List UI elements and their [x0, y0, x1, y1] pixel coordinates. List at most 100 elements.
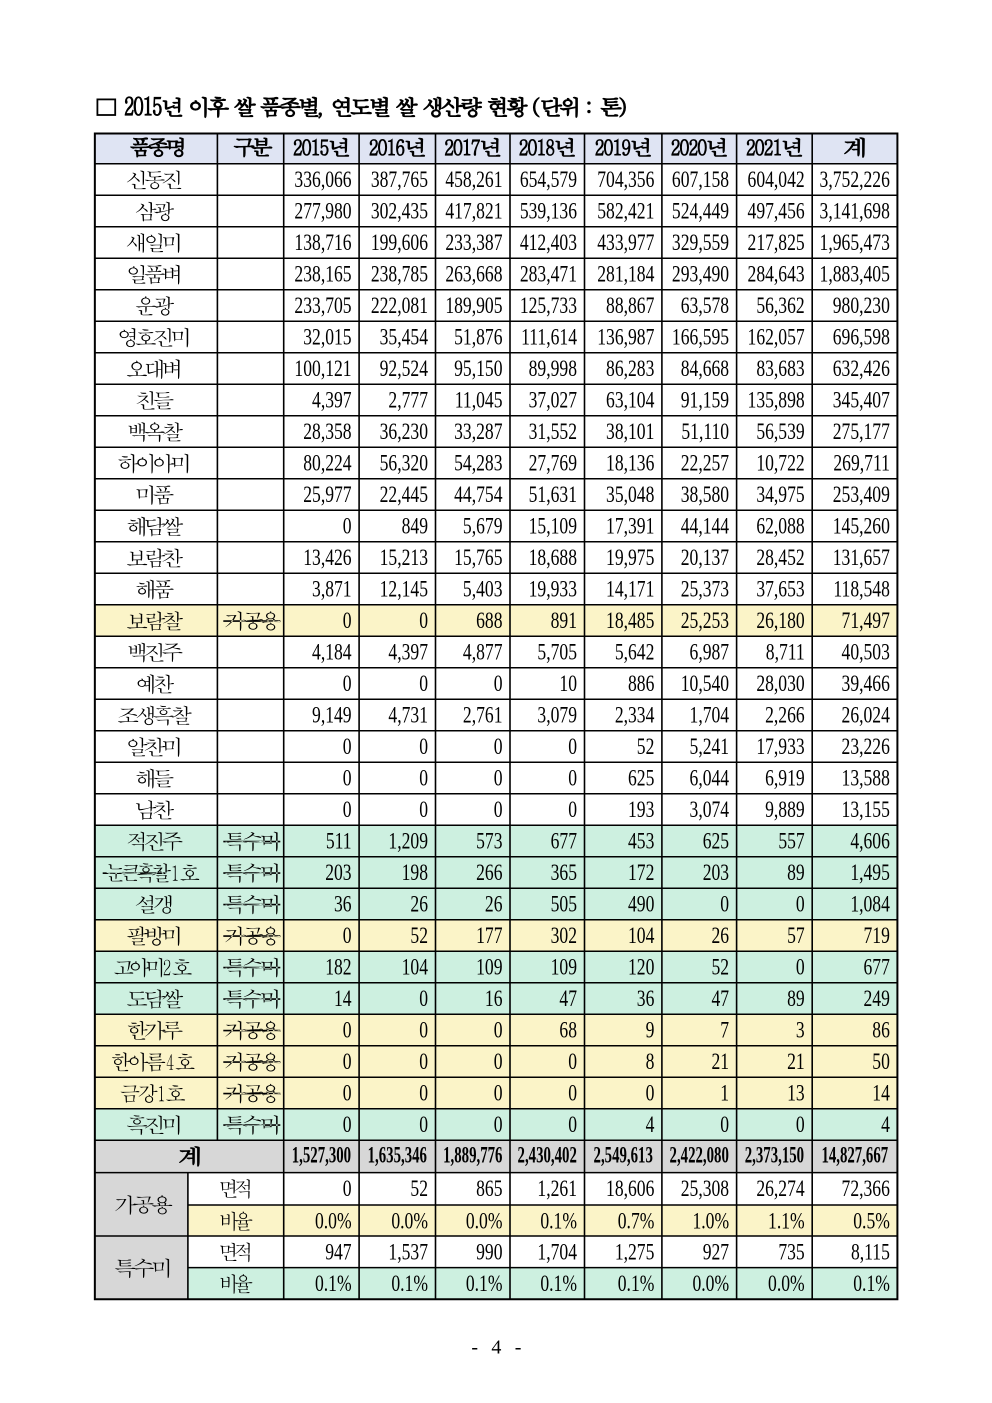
svg-text:8,711: 8,711 [766, 641, 805, 666]
svg-text:0: 0 [419, 735, 428, 760]
svg-text:0.1%: 0.1% [466, 1272, 503, 1297]
svg-text:582,421: 582,421 [597, 200, 654, 225]
svg-text:3,074: 3,074 [690, 798, 730, 823]
svg-text:2,777: 2,777 [388, 389, 428, 414]
svg-text:0.0%: 0.0% [466, 1209, 503, 1234]
svg-text:0: 0 [343, 609, 352, 634]
svg-text:417,821: 417,821 [445, 200, 502, 225]
svg-text:269,711: 269,711 [833, 452, 890, 477]
svg-text:253,409: 253,409 [833, 483, 890, 508]
svg-text:6,919: 6,919 [765, 767, 805, 792]
svg-text:52: 52 [410, 924, 428, 949]
svg-text:0: 0 [568, 767, 577, 792]
svg-text:16: 16 [485, 987, 503, 1012]
svg-text:0.1%: 0.1% [391, 1272, 428, 1297]
svg-text:573: 573 [476, 830, 502, 855]
svg-text:182: 182 [325, 956, 351, 981]
svg-text:52: 52 [712, 956, 730, 981]
svg-text:6,987: 6,987 [690, 641, 730, 666]
svg-text:886: 886 [628, 672, 654, 697]
svg-text:34,975: 34,975 [756, 483, 804, 508]
svg-text:4: 4 [881, 1113, 890, 1138]
svg-text:51,631: 51,631 [529, 483, 577, 508]
svg-text:1,889,776: 1,889,776 [443, 1143, 503, 1168]
svg-text:0: 0 [419, 672, 428, 697]
svg-text:433,977: 433,977 [597, 231, 654, 256]
svg-text:25,253: 25,253 [681, 609, 729, 634]
svg-text:0: 0 [796, 956, 805, 981]
svg-text:26: 26 [410, 893, 428, 918]
svg-text:735: 735 [778, 1240, 804, 1265]
svg-text:505: 505 [551, 893, 577, 918]
svg-text:23,226: 23,226 [842, 735, 890, 760]
svg-text:0: 0 [568, 798, 577, 823]
svg-text:233,705: 233,705 [294, 294, 351, 319]
svg-text:238,165: 238,165 [294, 263, 351, 288]
svg-text:38,580: 38,580 [681, 483, 729, 508]
svg-text:511: 511 [326, 830, 352, 855]
svg-text:52: 52 [637, 735, 655, 760]
svg-text:927: 927 [703, 1240, 729, 1265]
svg-text:1,275: 1,275 [615, 1240, 655, 1265]
svg-text:0.1%: 0.1% [618, 1272, 655, 1297]
svg-text:0: 0 [796, 1113, 805, 1138]
svg-text:4,397: 4,397 [312, 389, 352, 414]
svg-text:36: 36 [334, 893, 352, 918]
svg-text:849: 849 [402, 515, 428, 540]
svg-text:0: 0 [494, 672, 503, 697]
svg-text:0: 0 [568, 1050, 577, 1075]
svg-text:109: 109 [551, 956, 577, 981]
svg-text:4,731: 4,731 [388, 704, 428, 729]
svg-text:5,241: 5,241 [690, 735, 730, 760]
svg-text:17,933: 17,933 [756, 735, 804, 760]
svg-text:557: 557 [778, 830, 804, 855]
svg-text:18,606: 18,606 [606, 1177, 654, 1202]
svg-text:92,524: 92,524 [380, 357, 428, 382]
svg-text:0: 0 [343, 767, 352, 792]
svg-text:0: 0 [419, 609, 428, 634]
svg-text:0: 0 [343, 924, 352, 949]
svg-text:95,150: 95,150 [454, 357, 502, 382]
svg-text:88,867: 88,867 [606, 294, 654, 319]
svg-text:497,456: 497,456 [748, 200, 805, 225]
svg-text:31,552: 31,552 [529, 420, 577, 445]
svg-text:40,503: 40,503 [842, 641, 890, 666]
svg-text:15,765: 15,765 [454, 546, 502, 571]
svg-text:284,643: 284,643 [748, 263, 805, 288]
svg-text:625: 625 [703, 830, 729, 855]
svg-text:0.5%: 0.5% [853, 1209, 890, 1234]
svg-text:26: 26 [712, 924, 730, 949]
svg-text:56,539: 56,539 [756, 420, 804, 445]
svg-text:0.7%: 0.7% [618, 1209, 655, 1234]
svg-text:8: 8 [646, 1050, 655, 1075]
svg-text:47: 47 [559, 987, 577, 1012]
svg-text:33,287: 33,287 [454, 420, 502, 445]
svg-text:44,754: 44,754 [454, 483, 502, 508]
svg-text:0: 0 [494, 798, 503, 823]
svg-text:- 4 -: - 4 - [471, 1337, 525, 1359]
svg-text:109: 109 [476, 956, 502, 981]
svg-text:51,110: 51,110 [681, 420, 729, 445]
svg-text:1,883,405: 1,883,405 [820, 263, 890, 288]
svg-text:1,635,346: 1,635,346 [368, 1143, 428, 1168]
svg-text:5,679: 5,679 [463, 515, 503, 540]
svg-text:4,397: 4,397 [388, 641, 428, 666]
svg-text:3,752,226: 3,752,226 [820, 168, 890, 193]
svg-text:0: 0 [568, 735, 577, 760]
svg-text:0: 0 [720, 1113, 729, 1138]
svg-text:1.0%: 1.0% [692, 1209, 729, 1234]
svg-text:14: 14 [334, 987, 352, 1012]
svg-text:980,230: 980,230 [833, 294, 890, 319]
svg-text:32,015: 32,015 [303, 326, 351, 351]
svg-text:25,373: 25,373 [681, 578, 729, 603]
svg-text:9,149: 9,149 [312, 704, 352, 729]
svg-text:263,668: 263,668 [445, 263, 502, 288]
svg-text:2,761: 2,761 [463, 704, 503, 729]
svg-text:0.1%: 0.1% [540, 1209, 577, 1234]
svg-text:35,454: 35,454 [380, 326, 428, 351]
svg-text:28,452: 28,452 [756, 546, 804, 571]
svg-text:136,987: 136,987 [597, 326, 654, 351]
svg-text:0: 0 [343, 1082, 352, 1107]
svg-text:1,704: 1,704 [690, 704, 730, 729]
svg-text:14,171: 14,171 [606, 578, 654, 603]
